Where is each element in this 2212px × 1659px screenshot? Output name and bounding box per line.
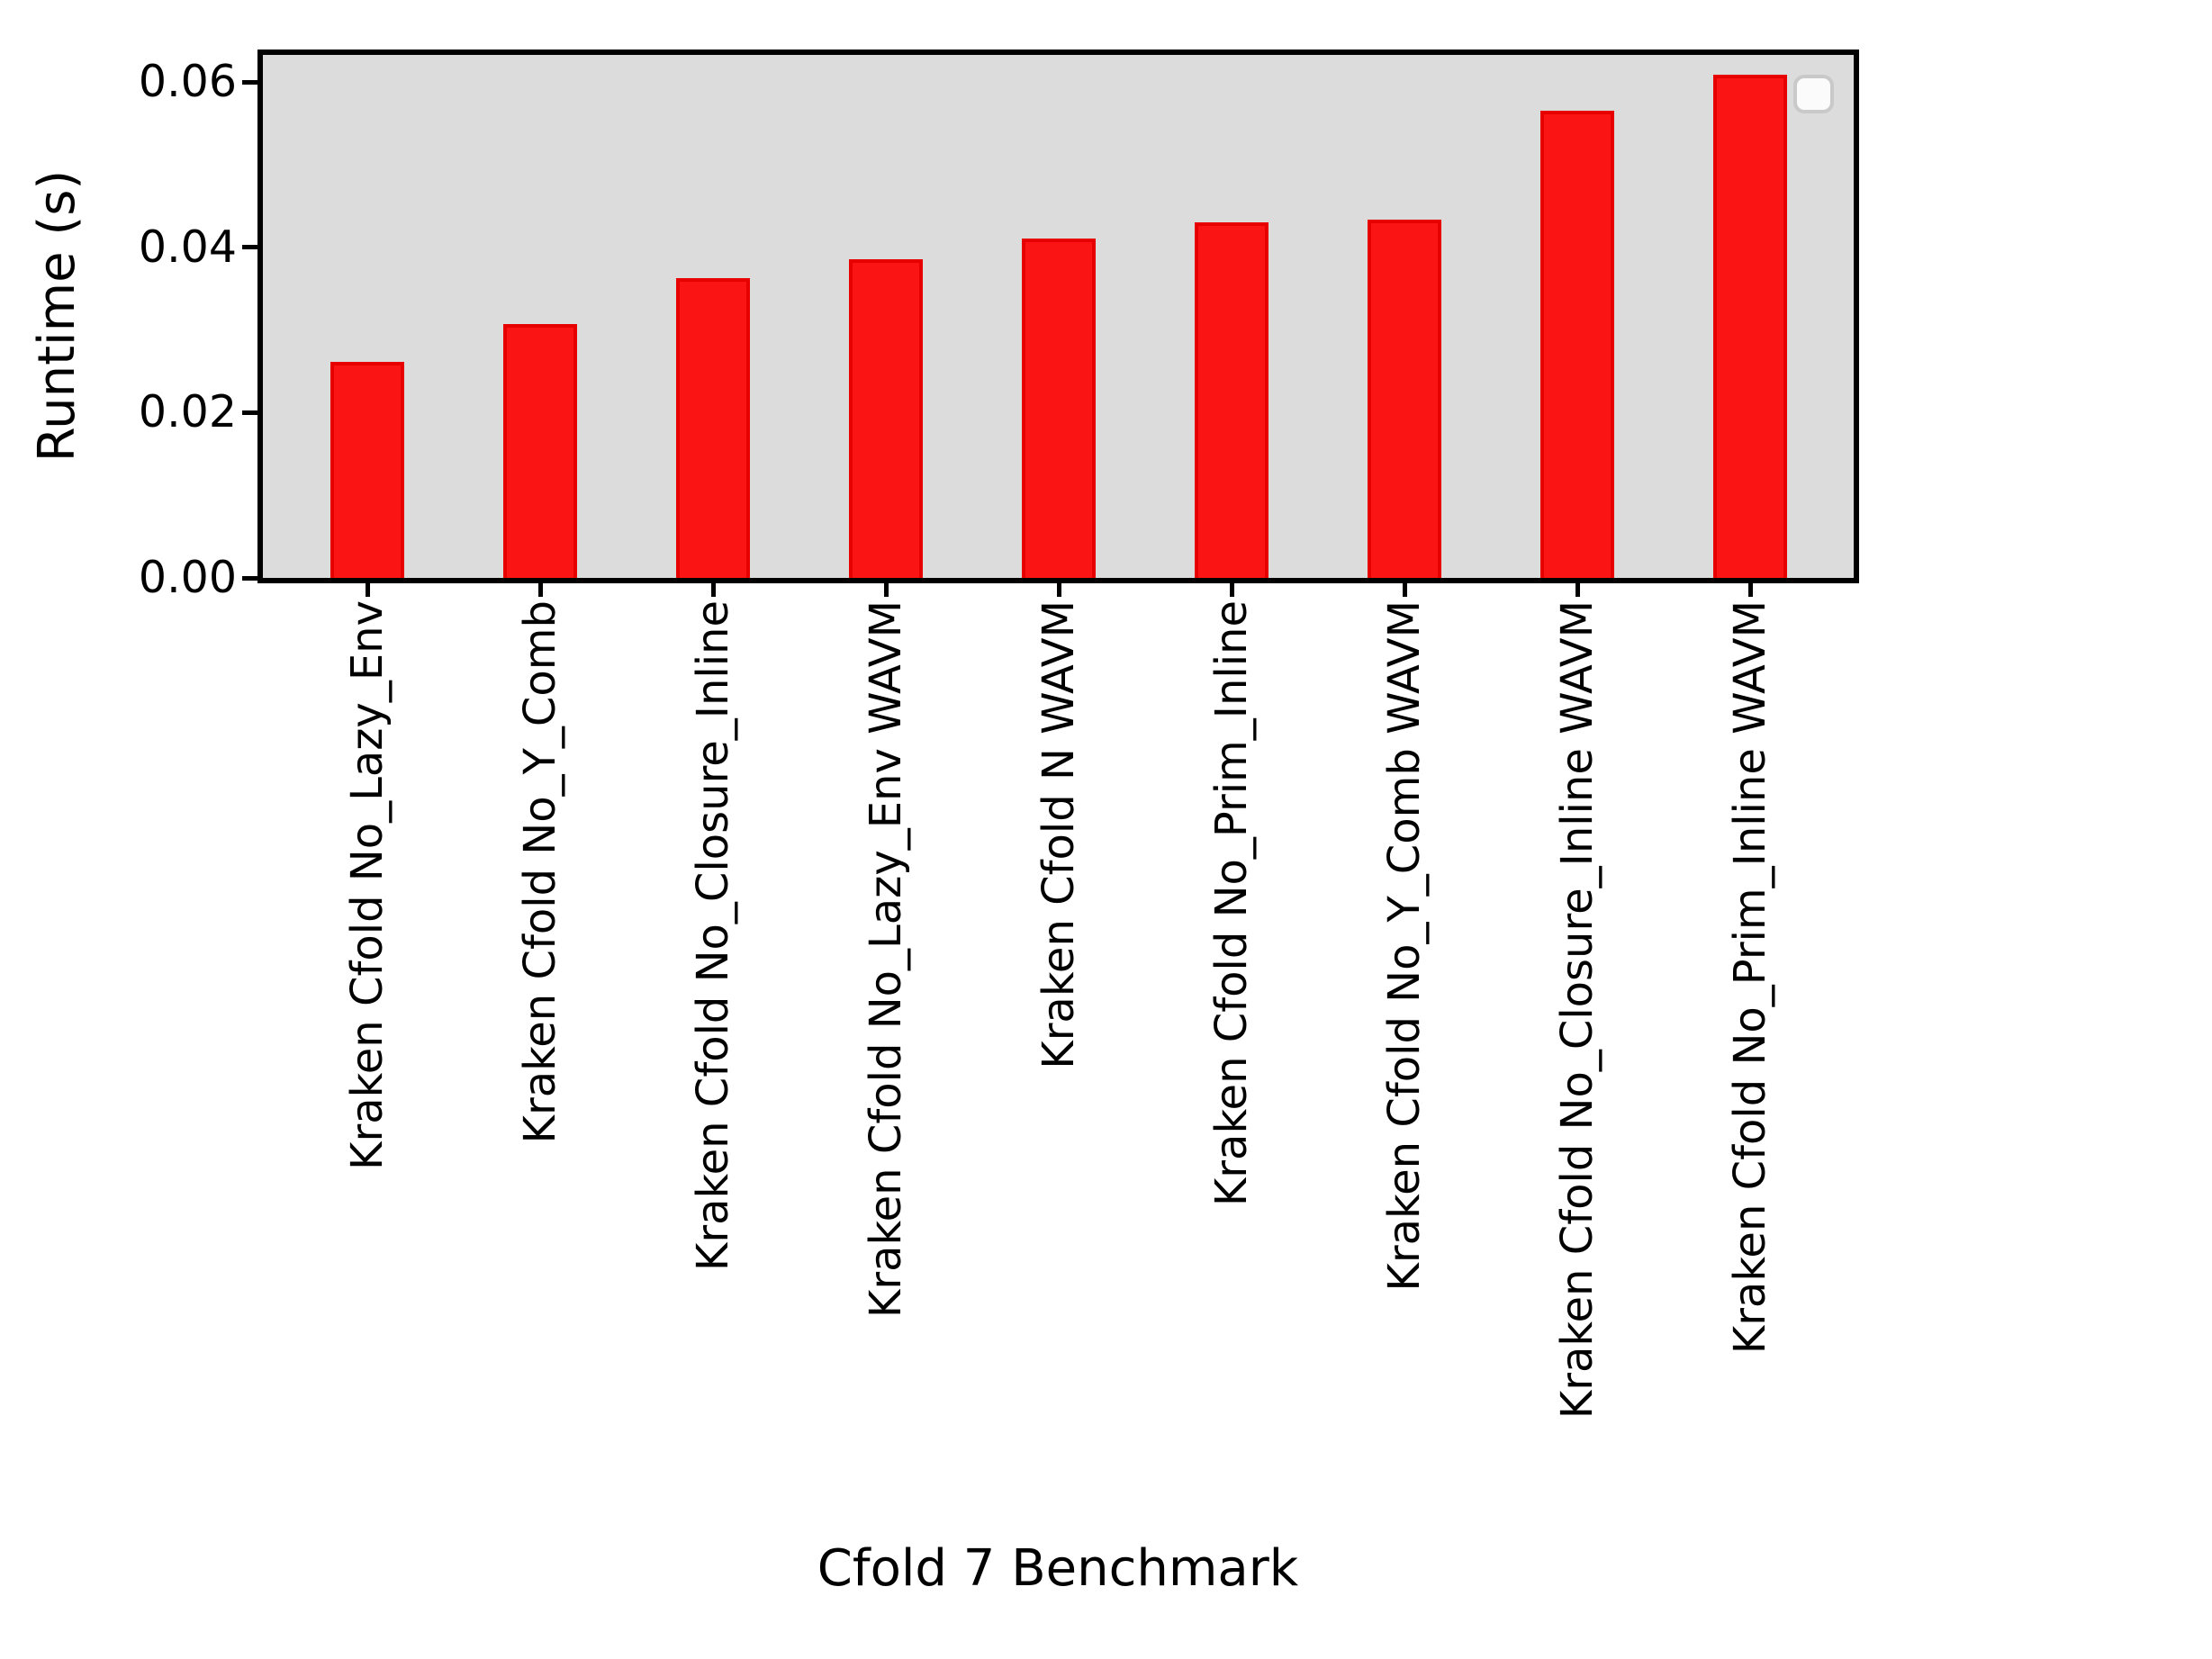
x-axis-title: Cfold 7 Benchmark [817, 1539, 1299, 1598]
bar [1195, 222, 1269, 578]
bar [503, 324, 578, 578]
x-tick [1747, 583, 1753, 597]
legend-box [1793, 75, 1834, 113]
bar [330, 361, 405, 578]
x-tick [1402, 583, 1407, 597]
y-tick [242, 575, 257, 581]
bar [849, 258, 924, 578]
bar [1540, 110, 1615, 578]
x-tick [537, 583, 543, 597]
y-tick-label: 0.02 [138, 386, 237, 438]
x-tick-label: Kraken Cfold No_Y_Comb WAVM [1379, 600, 1431, 1292]
x-tick-label: Kraken Cfold No_Prim_Inline WAVM [1725, 600, 1776, 1355]
bar [1713, 75, 1788, 578]
x-tick [883, 583, 889, 597]
y-tick-label: 0.00 [138, 552, 237, 603]
x-tick-label: Kraken Cfold No_Lazy_Env WAVM [861, 600, 912, 1319]
y-tick-label: 0.06 [138, 56, 237, 108]
x-tick-label: Kraken Cfold No_Closure_Inline [688, 600, 739, 1272]
x-tick-label: Kraken Cfold No_Y_Comb [515, 600, 566, 1144]
y-tick [242, 79, 257, 85]
x-tick-label: Kraken Cfold No_Lazy_Env [342, 600, 393, 1170]
x-tick-label: Kraken Cfold N WAVM [1034, 600, 1085, 1069]
plot-area [257, 50, 1859, 583]
y-axis-title: Runtime (s) [28, 169, 86, 463]
x-tick [365, 583, 370, 597]
bar [1368, 219, 1442, 578]
x-tick [1575, 583, 1580, 597]
x-tick [710, 583, 716, 597]
x-tick [1229, 583, 1234, 597]
bar [1022, 238, 1097, 578]
x-tick-label: Kraken Cfold No_Prim_Inline [1206, 600, 1258, 1207]
y-tick [242, 245, 257, 250]
y-tick [242, 410, 257, 415]
x-tick-label: Kraken Cfold No_Closure_Inline WAVM [1552, 600, 1603, 1420]
y-tick-label: 0.04 [138, 221, 237, 273]
x-tick [1056, 583, 1061, 597]
bar [676, 277, 751, 578]
